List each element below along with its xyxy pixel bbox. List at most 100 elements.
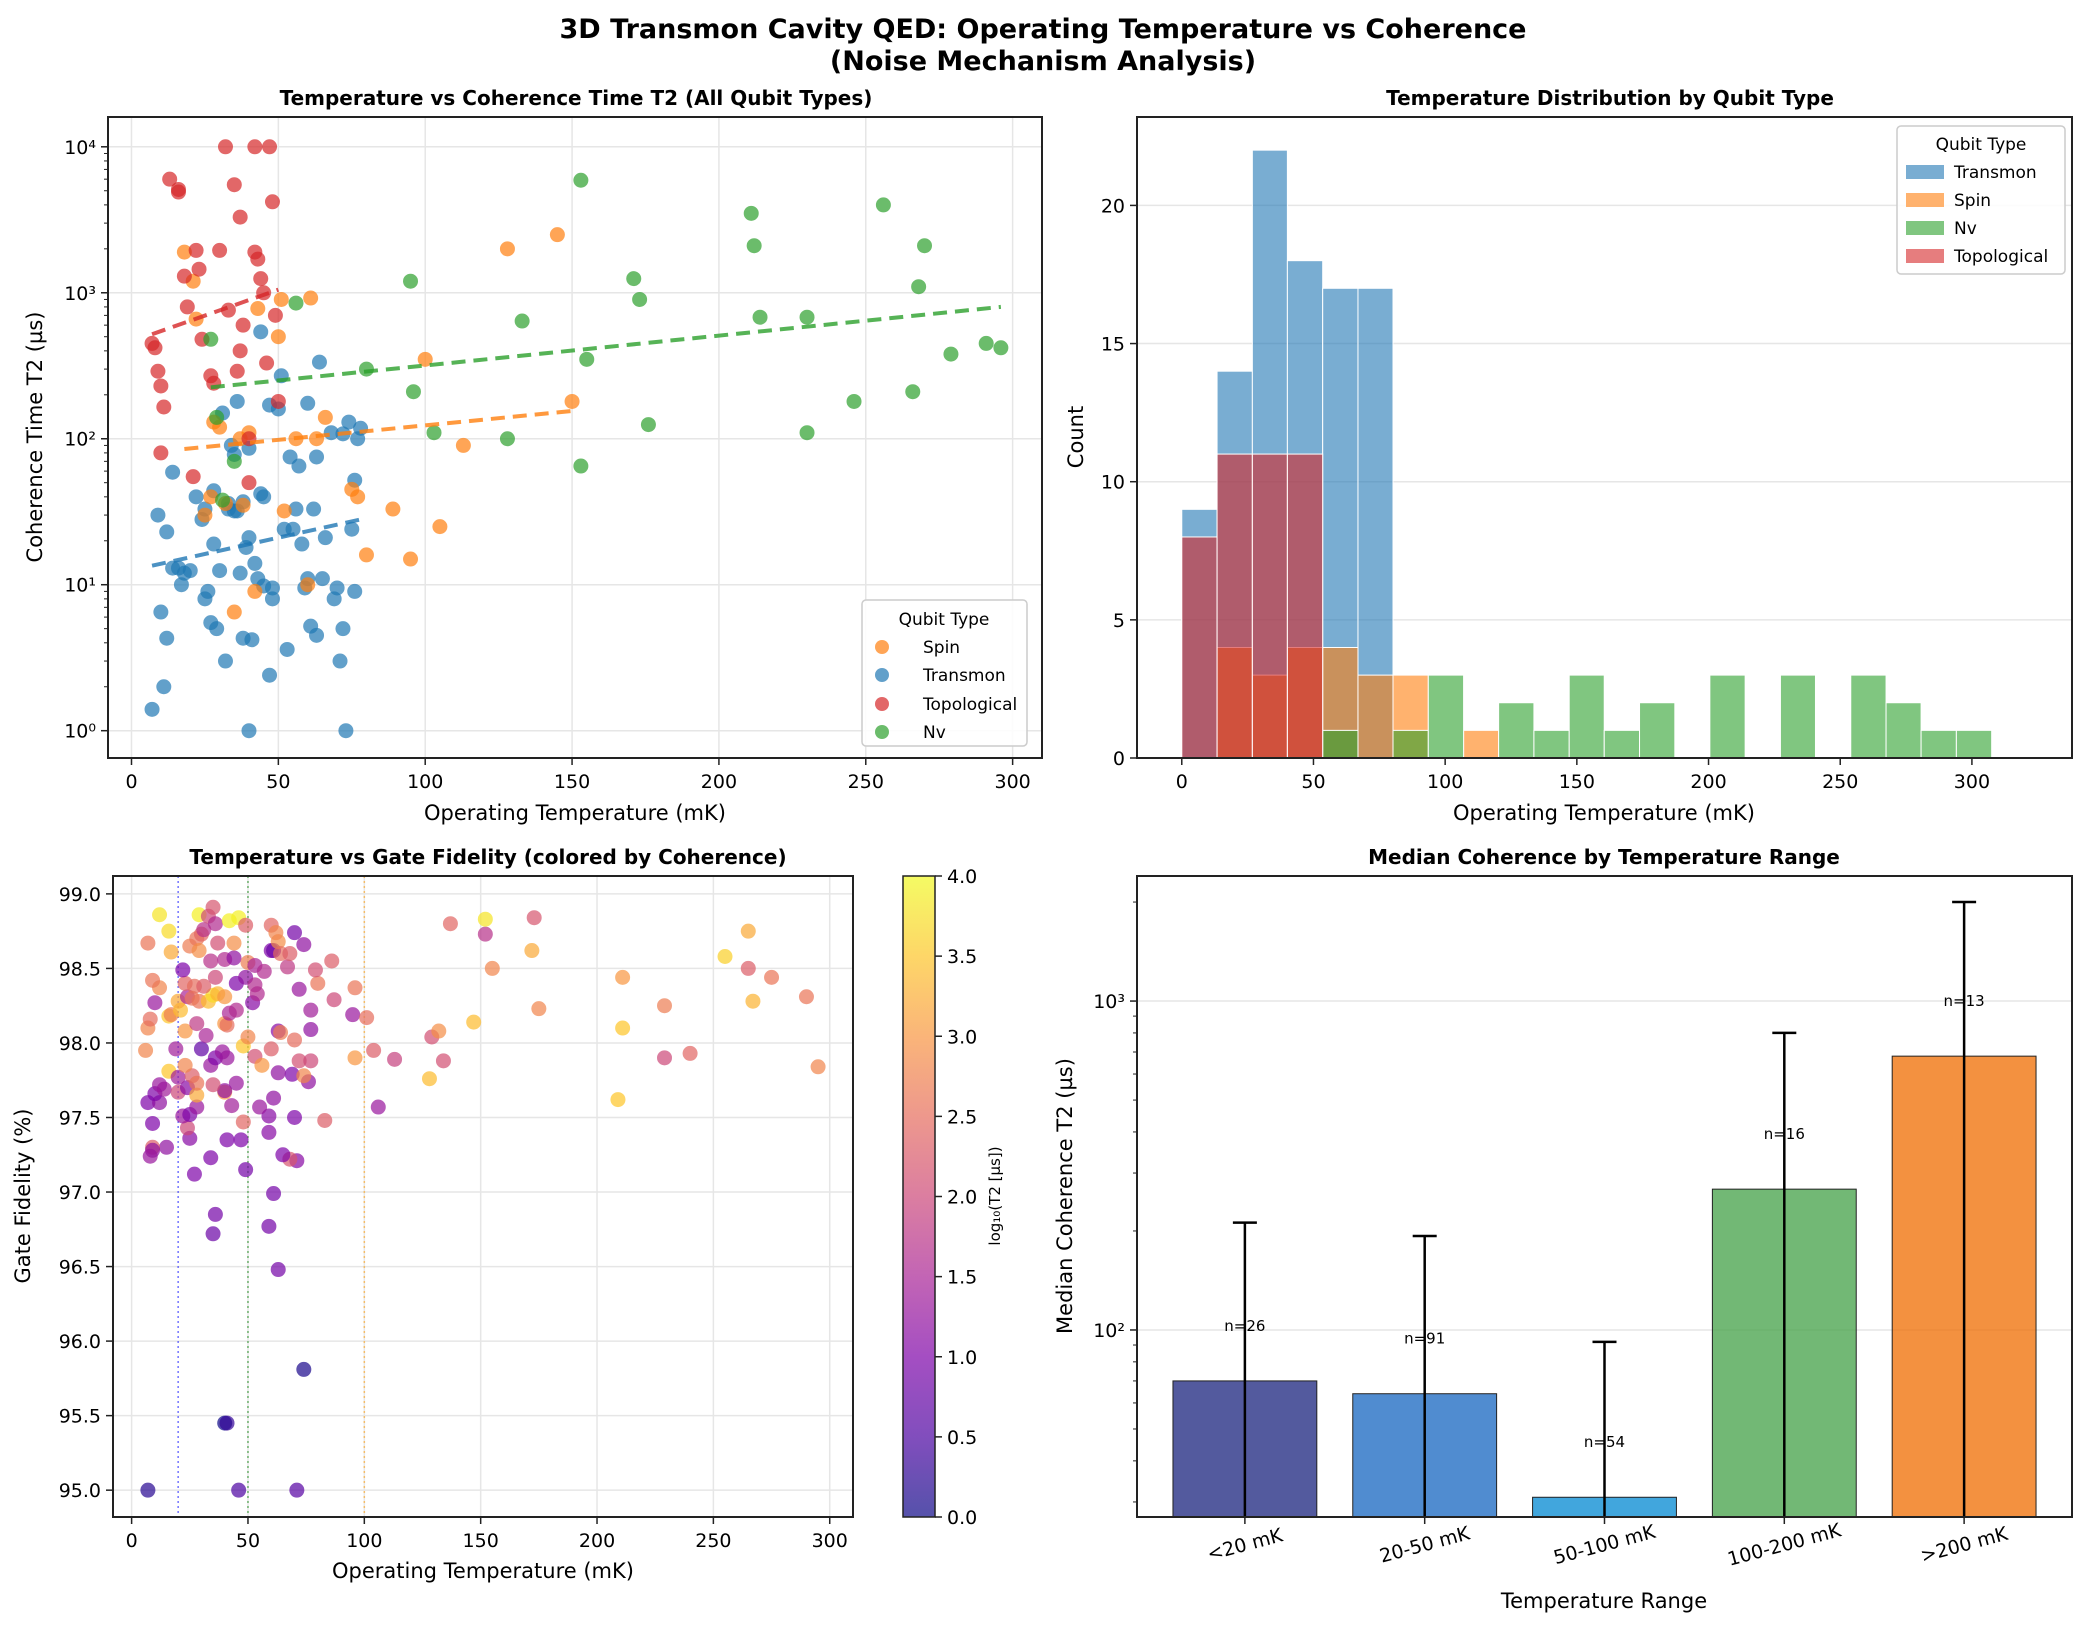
fidelity-point	[359, 1010, 375, 1026]
point-nv	[499, 431, 515, 447]
colorbar-tick-label: 0.0	[947, 1507, 977, 1529]
point-nv	[905, 384, 921, 400]
point-transmon	[244, 632, 260, 648]
x-tick-label: 20-50 mK	[1377, 1522, 1472, 1567]
point-nv	[799, 309, 815, 325]
fidelity-point	[145, 1115, 161, 1131]
point-topological	[170, 181, 186, 197]
legend-patch-transmon	[1906, 165, 1944, 179]
fidelity-point	[210, 935, 226, 951]
point-nv	[626, 271, 642, 287]
fidelity-point	[170, 1069, 186, 1085]
x-tick-label: 50	[266, 771, 290, 793]
point-transmon	[309, 627, 325, 643]
x-tick-label: 250	[695, 1530, 731, 1552]
point-nv	[226, 453, 242, 469]
fidelity-point	[717, 948, 733, 964]
point-transmon	[156, 679, 172, 695]
point-transmon	[285, 521, 301, 537]
x-tick-label: 50-100 mK	[1551, 1521, 1658, 1569]
point-nv	[993, 340, 1009, 356]
fidelity-point	[345, 1007, 361, 1023]
x-tick-label: 0	[125, 771, 137, 793]
point-transmon	[291, 458, 307, 474]
fidelity-point	[287, 925, 303, 941]
y-tick-label: 10⁴	[64, 137, 96, 159]
fidelity-point	[231, 1482, 247, 1498]
fidelity-point	[240, 1029, 256, 1045]
fidelity-point	[189, 1016, 205, 1032]
fidelity-point	[228, 1002, 244, 1018]
fidelity-point	[526, 910, 542, 926]
fidelity-point	[189, 1075, 205, 1091]
legend-marker-spin	[875, 640, 889, 654]
fidelity-point	[261, 1124, 277, 1140]
fidelity-point	[235, 1114, 251, 1130]
x-tick-label: 100	[346, 1530, 382, 1552]
count-label: n=54	[1584, 1433, 1625, 1451]
panel1-legend-entry: Spin	[923, 638, 960, 658]
x-tick-label: 200	[1690, 771, 1726, 793]
point-topological	[217, 139, 233, 155]
fidelity-point	[366, 1042, 382, 1058]
fidelity-point	[217, 989, 233, 1005]
fidelity-point	[142, 1011, 158, 1027]
point-nv	[573, 172, 589, 188]
point-nv	[405, 384, 421, 400]
fidelity-point	[224, 1098, 240, 1114]
legend-patch-spin	[1906, 193, 1944, 207]
point-spin	[250, 301, 266, 317]
hist-bar-topological	[1286, 453, 1324, 759]
fidelity-point	[615, 1020, 631, 1036]
point-topological	[156, 399, 172, 415]
point-transmon	[317, 530, 333, 546]
fidelity-point	[289, 1482, 305, 1498]
fidelity-point	[163, 944, 179, 960]
fidelity-point	[226, 950, 242, 966]
y-tick-label: 10	[1101, 472, 1125, 494]
point-transmon	[217, 653, 233, 669]
fidelity-point	[228, 1075, 244, 1091]
fidelity-point	[238, 917, 254, 933]
panel1-title: Temperature vs Coherence Time T2 (All Qu…	[280, 86, 873, 110]
hist-bar-nv	[1920, 729, 1957, 759]
panel4-title: Median Coherence by Temperature Range	[1368, 845, 1840, 869]
count-label: n=16	[1764, 1125, 1805, 1143]
fidelity-point	[310, 975, 326, 991]
hist-bar-nv	[1709, 674, 1746, 759]
fidelity-point	[347, 980, 363, 996]
x-tick-label: 200	[579, 1530, 615, 1552]
point-spin	[309, 431, 325, 447]
fidelity-point	[179, 1120, 195, 1136]
fidelity-point	[266, 1090, 282, 1106]
panel-median-bars: Median Coherence by Temperature Range n=…	[1053, 845, 2073, 1613]
x-tick-label: 300	[812, 1530, 848, 1552]
point-transmon	[200, 583, 216, 599]
point-transmon	[209, 621, 225, 637]
panel2-ylabel: Count	[1064, 406, 1088, 468]
fidelity-point	[740, 923, 756, 939]
fidelity-point	[161, 923, 177, 939]
fidelity-point	[261, 1108, 277, 1124]
y-tick-label: 5	[1113, 610, 1125, 632]
fidelity-point	[189, 1099, 205, 1115]
point-topological	[150, 363, 166, 379]
hist-bar-nv	[1568, 674, 1605, 759]
point-transmon	[150, 507, 166, 523]
point-transmon	[262, 667, 278, 683]
point-topological	[191, 261, 207, 277]
point-spin	[564, 393, 580, 409]
y-tick-label: 10¹	[64, 575, 96, 597]
fidelity-point	[177, 1023, 193, 1039]
x-tick-label: <20 mK	[1205, 1524, 1286, 1565]
fidelity-point	[307, 962, 323, 978]
fidelity-point	[145, 972, 161, 988]
point-transmon	[306, 501, 322, 517]
point-transmon	[153, 604, 169, 620]
fidelity-point	[214, 1044, 230, 1060]
fidelity-point	[138, 1042, 154, 1058]
fidelity-point	[168, 1041, 184, 1057]
point-spin	[317, 409, 333, 425]
fidelity-point	[442, 916, 458, 932]
point-transmon	[294, 536, 310, 552]
